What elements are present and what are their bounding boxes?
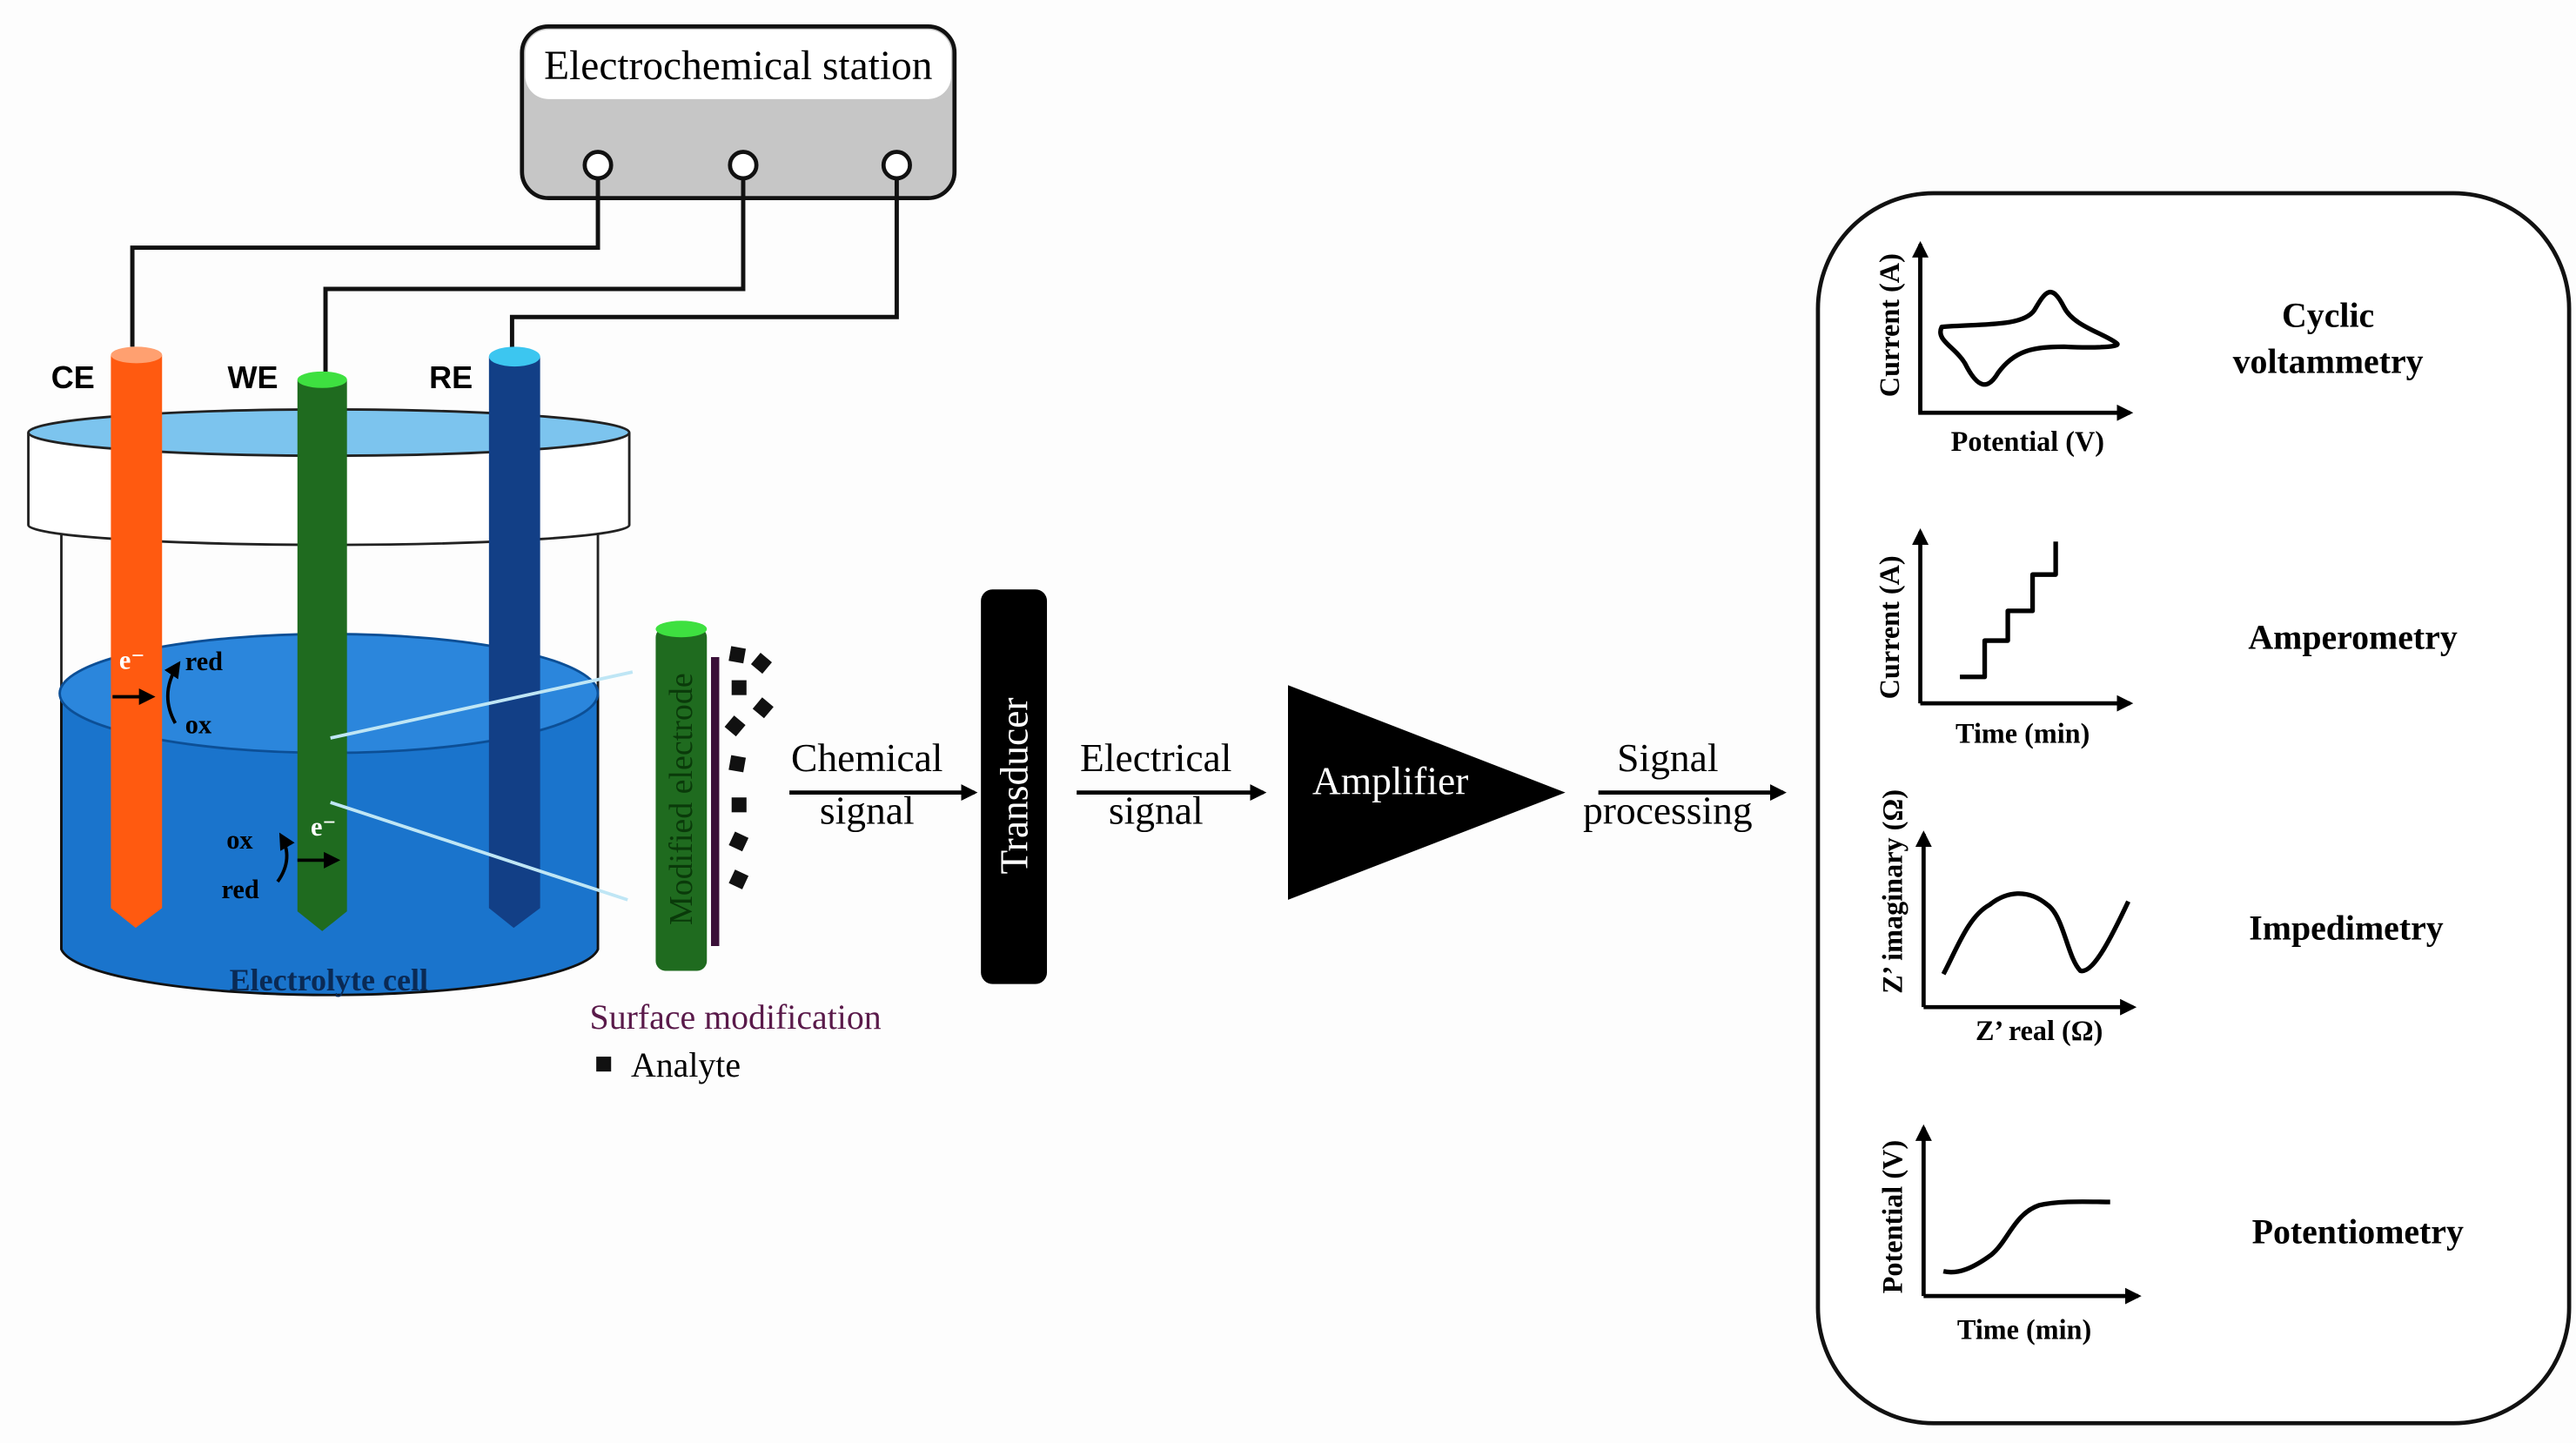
electrical-signal-label: Electrical [1080, 735, 1231, 780]
electrochemical-station: Electrochemical station [520, 23, 957, 201]
working-electrode [297, 371, 347, 931]
ce-electron: e⁻ [119, 645, 145, 675]
analyte-particles [724, 646, 774, 889]
impedimetry-curve [1941, 891, 2130, 976]
impedimetry-plot: Z’ imaginary (Ω) Z’ real (Ω) [1877, 789, 2137, 1046]
chemical-signal-label-2: signal [820, 789, 915, 833]
we-label: WE [228, 359, 278, 395]
station-title: Electrochemical station [544, 44, 932, 89]
re-label: RE [429, 359, 473, 395]
terminal-re [881, 150, 912, 181]
potentiometry-title: Potentiometry [2252, 1212, 2464, 1251]
cv-curve [1938, 290, 2120, 387]
cv-title: Cyclic [2282, 297, 2374, 335]
terminal-ce [582, 150, 614, 181]
transducer-block [981, 589, 1048, 984]
we-ox: ox [226, 825, 253, 855]
analyte-label: Analyte [631, 1046, 741, 1084]
amplifier-label: Amplifier [1312, 758, 1469, 802]
potentiometry-ylabel: Potential (V) [1877, 1140, 1909, 1293]
signal-processing-label: Signal [1617, 735, 1718, 780]
wire-re [509, 178, 899, 351]
techniques-panel [1815, 191, 2572, 1426]
potentiometry-plot: Potential (V) Time (min) [1877, 1124, 2142, 1345]
amperometry-xlabel: Time (min) [1955, 718, 2090, 749]
amperometry-curve [1960, 541, 2058, 680]
reference-electrode [488, 346, 540, 929]
impedimetry-xlabel: Z’ real (Ω) [1976, 1015, 2103, 1046]
ce-ox: ox [185, 709, 212, 739]
potentiometry-curve [1942, 1199, 2110, 1275]
surface-modification-label: Surface modification [590, 998, 882, 1037]
terminal-we [728, 150, 759, 181]
impedimetry-ylabel: Z’ imaginary (Ω) [1877, 789, 1909, 994]
we-electron: e⁻ [311, 812, 337, 842]
modified-electrode-label: Modified electrode [663, 673, 700, 925]
wire-we [323, 178, 746, 373]
cyclic-voltammetry-plot: Current (A) Potential (V) [1874, 240, 2134, 457]
potentiometry-xlabel: Time (min) [1957, 1313, 2091, 1345]
chemical-signal-label: Chemical [791, 735, 943, 780]
amplifier-triangle [1288, 685, 1566, 900]
cv-ylabel: Current (A) [1874, 253, 1905, 397]
electrical-signal-label-2: signal [1109, 789, 1204, 833]
impedimetry-title: Impedimetry [2249, 909, 2444, 947]
cv-xlabel: Potential (V) [1951, 426, 2104, 457]
transducer-label: Transducer [991, 697, 1036, 874]
modified-electrode: Modified electrode [655, 621, 720, 971]
amperometry-title: Amperometry [2248, 619, 2457, 657]
counter-electrode [111, 346, 163, 929]
we-red: red [222, 875, 259, 904]
ce-label: CE [51, 359, 95, 395]
cell-label: Electrolyte cell [230, 963, 428, 997]
signal-processing-label-2: processing [1583, 789, 1753, 833]
ce-red: red [185, 647, 223, 676]
amperometry-ylabel: Current (A) [1874, 555, 1905, 699]
analyte-legend-icon [596, 1057, 612, 1072]
wire-ce [130, 178, 600, 347]
cv-title-2: voltammetry [2233, 343, 2424, 381]
amperometry-plot: Current (A) Time (min) [1874, 528, 2134, 749]
